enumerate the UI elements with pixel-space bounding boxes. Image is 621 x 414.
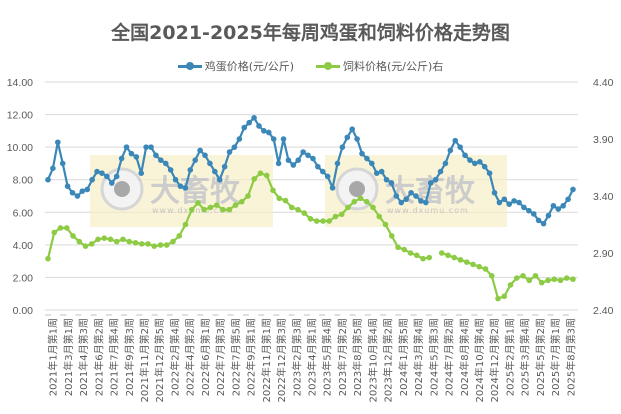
x-axis-tick: 2023年4月第1周 <box>306 318 319 396</box>
x-axis-tick: 2021年3月第1周 <box>62 318 75 396</box>
x-axis-tick: 2025年5月第2周 <box>534 318 547 396</box>
legend: 鸡蛋价格(元/公斤) 饲料价格(元/公斤)右 <box>0 58 621 74</box>
left-axis-tick: 10.00 <box>7 142 33 154</box>
x-axis-tick: 2021年11月第2周 <box>138 318 151 403</box>
svg-text:大畜牧: 大畜牧 <box>385 174 476 209</box>
x-axis-tick: 2021年1月第1周 <box>47 318 60 396</box>
chart-title: 全国2021-2025年每周鸡蛋和饲料价格走势图 <box>111 22 510 44</box>
right-axis-tick: 4.40 <box>593 77 614 89</box>
right-axis-tick: 2.40 <box>593 305 614 317</box>
x-axis-tick: 2022年12月第3周 <box>275 318 288 403</box>
egg-series-marker-icon <box>177 61 202 70</box>
legend-item-egg[interactable]: 鸡蛋价格(元/公斤) <box>177 58 294 74</box>
x-axis-tick: 2022年2月第4周 <box>168 318 181 396</box>
right-axis-tick: 2.90 <box>593 248 614 260</box>
right-axis-tick: 3.90 <box>593 134 614 146</box>
left-axis-tick: 4.00 <box>13 240 34 252</box>
x-axis-tick: 2024年8月第4周 <box>458 318 471 396</box>
x-axis-tick: 2023年5月第4周 <box>321 318 334 396</box>
x-axis-tick: 2021年9月第3周 <box>123 318 136 396</box>
left-axis-tick: 0.00 <box>13 305 34 317</box>
x-axis-tick: 2023年7月第2周 <box>336 318 349 396</box>
x-axis-tick: 2023年2月第3周 <box>290 318 303 396</box>
x-axis-tick: 2023年10月第4周 <box>366 318 379 403</box>
x-axis-tick: 2022年7月第5周 <box>229 318 242 396</box>
x-axis-tick: 2024年10月第4周 <box>473 318 486 403</box>
x-axis-tick: 2021年12月第5周 <box>153 318 166 403</box>
left-axis-tick: 6.00 <box>13 207 34 219</box>
right-axis-tick: 3.40 <box>593 191 614 203</box>
feed-series-marker-icon <box>316 61 340 70</box>
x-axis-tick: 2025年7月第1周 <box>549 318 562 396</box>
x-axis-tick: 2022年4月第2周 <box>184 318 197 396</box>
svg-text:www.dxumu.com: www.dxumu.com <box>387 206 469 215</box>
x-axis-tick: 2022年9月第1周 <box>245 318 258 396</box>
x-axis-tick: 2023年8月第5周 <box>351 318 364 396</box>
legend-feed-label: 饲料价格(元/公斤)右 <box>343 60 444 73</box>
legend-egg-label: 鸡蛋价格(元/公斤) <box>204 60 294 73</box>
left-axis-tick: 14.00 <box>7 77 33 89</box>
left-axis-tick: 2.00 <box>13 272 34 284</box>
x-axis-tick: 2025年3月第4周 <box>519 318 532 396</box>
x-axis-tick: 2021年7月第4周 <box>108 318 121 396</box>
x-axis-tick: 2024年12月第2周 <box>488 318 501 403</box>
legend-item-feed[interactable]: 饲料价格(元/公斤)右 <box>316 58 443 74</box>
x-axis-tick: 2024年7月第2周 <box>443 318 456 396</box>
x-axis-tick: 2022年11月第1周 <box>260 318 273 403</box>
x-axis-tick: 2021年6月第2周 <box>92 318 105 396</box>
x-axis-tick: 2024年3月第4周 <box>412 318 425 396</box>
x-axis-tick: 2025年2月第1周 <box>503 318 516 396</box>
left-axis-tick: 12.00 <box>7 110 33 122</box>
x-axis-tick: 2024年5月第3周 <box>427 318 440 396</box>
x-axis-tick: 2025年8月第3周 <box>564 318 577 396</box>
egg-price-line <box>45 115 576 227</box>
x-axis-tick: 2021年4月第3周 <box>77 318 90 396</box>
left-axis-tick: 8.00 <box>13 175 34 187</box>
feed-price-line <box>45 170 576 302</box>
x-axis-tick: 2022年6月第1周 <box>199 318 212 396</box>
x-axis-tick: 2022年7月第3周 <box>214 318 227 396</box>
x-axis-tick: 2024年1月第5周 <box>397 318 410 396</box>
x-axis-tick: 2023年12月第2周 <box>382 318 395 403</box>
